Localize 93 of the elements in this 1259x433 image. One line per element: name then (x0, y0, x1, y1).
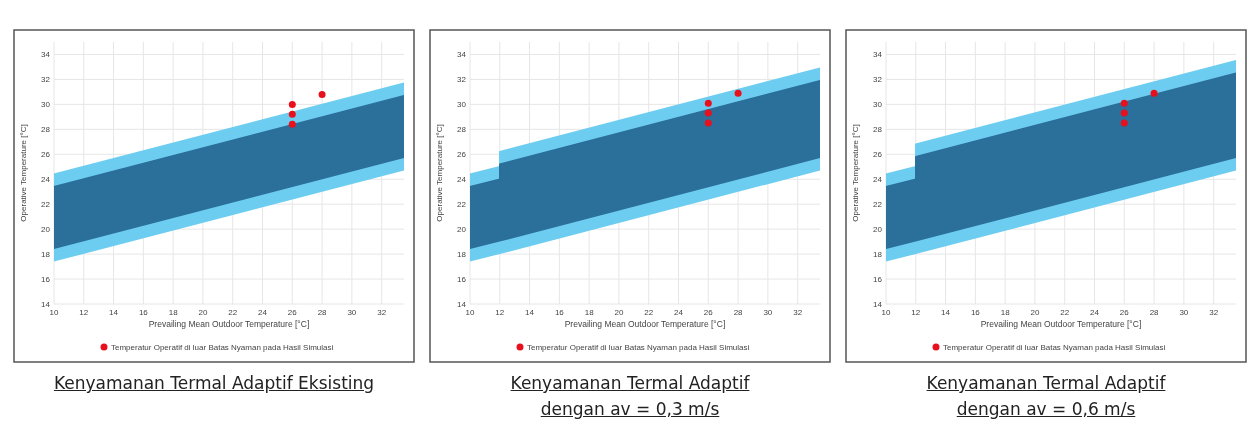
y-tick-label: 28 (873, 125, 883, 135)
x-tick-label: 16 (970, 308, 981, 317)
x-tick-label: 30 (347, 308, 357, 317)
y-tick-label: 34 (873, 50, 883, 60)
text: Kenyamanan Termal Adaptif Eksisting (52, 372, 376, 395)
y-tick-label: 22 (457, 200, 467, 210)
x-tick-label: 32 (793, 308, 803, 317)
x-tick-label: 18 (168, 308, 179, 317)
x-tick-label: 20 (1030, 308, 1040, 317)
y-tick-label: 16 (457, 275, 467, 285)
y-tick-label: 30 (873, 100, 883, 110)
y-tick-label: 20 (873, 225, 883, 235)
y-tick-label: 14 (873, 300, 883, 309)
y-axis-title: Operative Temperature [°C] (851, 124, 860, 222)
point (1120, 119, 1128, 127)
point (288, 100, 296, 108)
point (288, 120, 296, 128)
y-tick-label: 26 (873, 150, 883, 160)
x-tick-label: 22 (644, 308, 654, 317)
x-axis-title: Prevailing Mean Outdoor Temperature [°C] (564, 319, 726, 329)
point (1120, 99, 1128, 107)
x-tick-label: 24 (1090, 308, 1100, 317)
y-tick-label: 24 (41, 175, 51, 185)
x-tick-label: 12 (495, 308, 505, 317)
x-tick-label: 18 (584, 308, 595, 317)
x-tick-label: 28 (1149, 308, 1160, 317)
x-tick-label: 22 (1060, 308, 1070, 317)
x-axis-title: Prevailing Mean Outdoor Temperature [°C] (148, 319, 310, 329)
y-tick-label: 22 (41, 200, 51, 210)
x-tick-label: 12 (79, 308, 89, 317)
x-tick-label: 16 (138, 308, 149, 317)
x-tick-label: 28 (733, 308, 744, 317)
y-tick-label: 28 (457, 125, 467, 135)
x-tick-label: 26 (703, 308, 714, 317)
y-tick-label: 16 (873, 275, 883, 285)
x-tick-label: 10 (881, 308, 891, 317)
x-tick-label: 24 (258, 308, 268, 317)
x-tick-label: 28 (317, 308, 328, 317)
y-tick-label: 16 (41, 275, 51, 285)
x-tick-label: 20 (614, 308, 624, 317)
x-tick-label: 26 (287, 308, 298, 317)
y-tick-label: 18 (41, 250, 51, 260)
x-tick-label: 18 (1000, 308, 1011, 317)
x-tick-label: 22 (228, 308, 238, 317)
text: Kenyamanan Termal Adaptif dengan av = 0,6 m/s (925, 372, 1167, 421)
y-axis-title: Operative Temperature [°C] (19, 124, 28, 222)
y-tick-label: 20 (41, 225, 51, 235)
y-tick-label: 32 (41, 75, 51, 85)
point (288, 110, 296, 118)
x-tick-label: 24 (674, 308, 684, 317)
x-tick-label: 16 (554, 308, 565, 317)
y-tick-label: 26 (41, 150, 51, 160)
x-tick-label: 10 (465, 308, 475, 317)
y-tick-label: 24 (873, 175, 883, 185)
y-tick-label: 18 (873, 250, 883, 260)
y-axis-title: Operative Temperature [°C] (435, 124, 444, 222)
legend-label: Temperatur Operatif di luar Batas Nyaman pada Hasil Simulasi (111, 343, 334, 352)
point (704, 109, 712, 117)
point (704, 99, 712, 107)
y-tick-label: 18 (457, 250, 467, 260)
text: Kenyamanan Termal Adaptif dengan av = 0,3 m/s (509, 372, 751, 421)
legend-label: Temperatur Operatif di luar Batas Nyaman pada Hasil Simulasi (943, 343, 1166, 352)
x-tick-label: 30 (763, 308, 773, 317)
y-tick-label: 22 (873, 200, 883, 210)
y-tick-label: 32 (873, 75, 883, 85)
y-tick-label: 28 (41, 125, 51, 135)
point (318, 90, 326, 98)
x-tick-label: 30 (1179, 308, 1189, 317)
y-tick-label: 34 (41, 50, 51, 60)
x-tick-label: 12 (911, 308, 921, 317)
x-tick-label: 32 (377, 308, 387, 317)
x-tick-label: 14 (941, 308, 951, 317)
point (1150, 89, 1158, 97)
y-tick-label: 26 (457, 150, 467, 160)
y-tick-label: 32 (457, 75, 467, 85)
y-tick-label: 14 (41, 300, 51, 309)
point (734, 89, 742, 97)
point (704, 119, 712, 127)
x-tick-label: 20 (198, 308, 208, 317)
x-tick-label: 14 (109, 308, 119, 317)
x-tick-label: 26 (1119, 308, 1130, 317)
y-tick-label: 34 (457, 50, 467, 60)
y-tick-label: 20 (457, 225, 467, 235)
x-tick-label: 14 (525, 308, 535, 317)
x-tick-label: 10 (49, 308, 59, 317)
y-tick-label: 14 (457, 300, 467, 309)
point (1120, 109, 1128, 117)
legend-label: Temperatur Operatif di luar Batas Nyaman pada Hasil Simulasi (527, 343, 750, 352)
y-tick-label: 24 (457, 175, 467, 185)
x-tick-label: 32 (1209, 308, 1219, 317)
x-axis-title: Prevailing Mean Outdoor Temperature [°C] (980, 319, 1142, 329)
y-tick-label: 30 (41, 100, 51, 110)
y-tick-label: 30 (457, 100, 467, 110)
